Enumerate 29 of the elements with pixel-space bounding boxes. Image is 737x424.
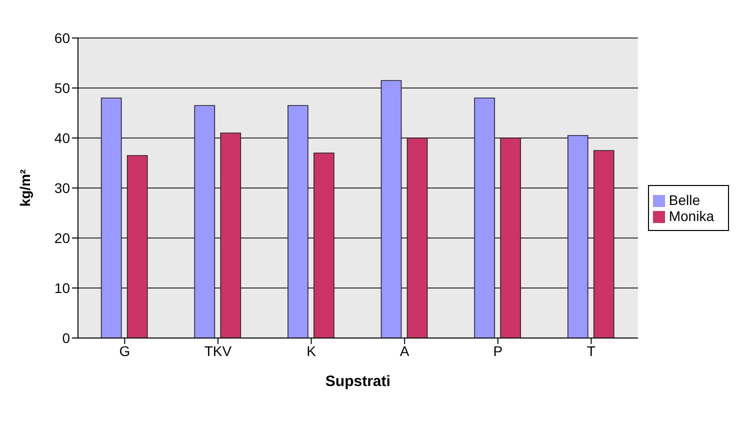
legend-label: Monika xyxy=(668,208,714,224)
bar xyxy=(406,138,428,338)
x-tick-label: P xyxy=(493,342,503,359)
x-tick-label: TKV xyxy=(204,342,232,359)
bar xyxy=(567,135,588,338)
x-tick-label: T xyxy=(586,342,596,359)
bar xyxy=(314,152,334,338)
y-tick-label: 60 xyxy=(54,30,70,46)
x-axis-title: Supstrati xyxy=(325,373,390,390)
y-tick-label: 30 xyxy=(54,180,70,196)
y-tick-label: 0 xyxy=(62,330,70,346)
y-tick-label: 50 xyxy=(54,80,70,96)
bar xyxy=(380,80,402,338)
y-tick-label: 40 xyxy=(54,130,70,146)
bar xyxy=(100,98,122,338)
bar xyxy=(220,132,242,338)
bar xyxy=(126,155,148,338)
bar xyxy=(194,105,216,338)
y-tick-label: 10 xyxy=(54,280,70,296)
x-tick-label: K xyxy=(306,342,317,359)
x-tick-label: G xyxy=(119,342,130,359)
bar xyxy=(474,98,495,338)
x-tick-label: A xyxy=(400,342,410,359)
y-axis-title: kg/m² xyxy=(17,168,33,207)
legend-label: Belle xyxy=(668,192,700,208)
y-tick-label: 20 xyxy=(54,230,70,246)
bar xyxy=(288,105,308,338)
bar xyxy=(593,150,614,338)
bar xyxy=(500,138,521,338)
